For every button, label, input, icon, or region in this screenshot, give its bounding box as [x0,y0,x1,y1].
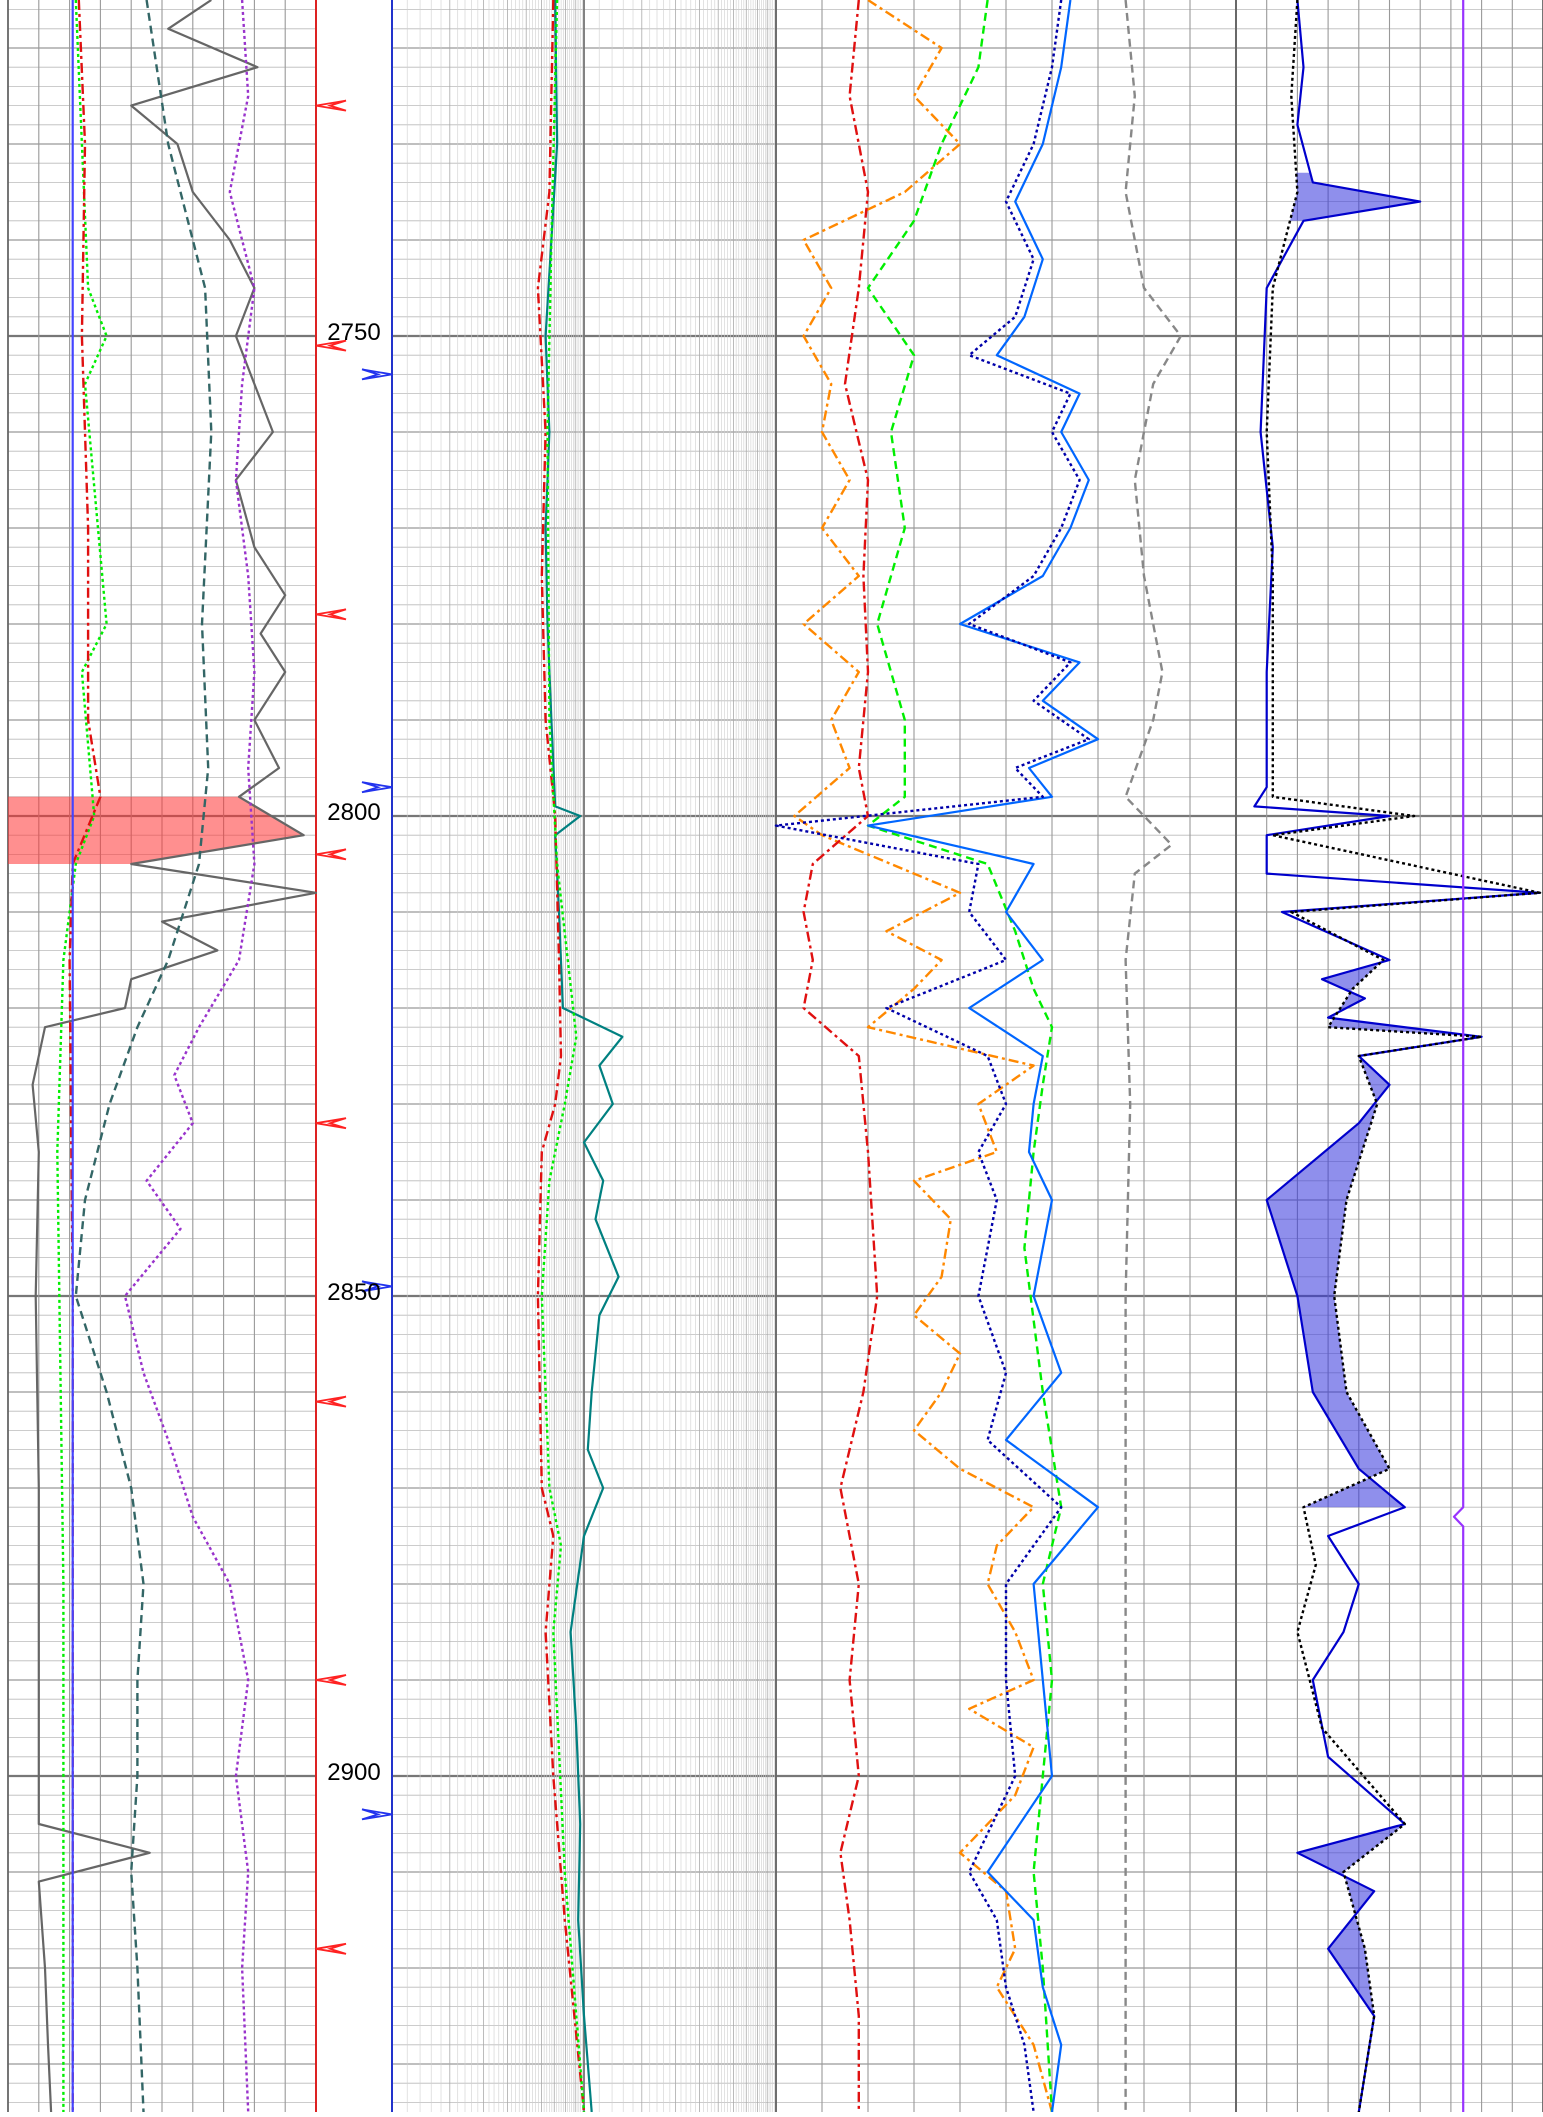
track-3-curve-1 [793,0,1054,2113]
track-3-curve-4 [866,0,1100,2113]
track-1-depth-marker [315,608,347,621]
track-4-curve-1 [1253,0,1542,2113]
track-1-curve-1 [31,0,318,2113]
track-3-curve-6 [1124,0,1183,2112]
track-1-depth-marker [315,1942,347,1955]
track-1-depth-marker [315,1674,347,1686]
track-2-depth-marker [361,1280,393,1293]
track-2-curve-1 [544,0,624,2113]
crossover-fill-red [8,796,304,864]
track-1-depth-marker [315,1117,347,1130]
curve-layer [8,0,1542,2113]
depth-label: 2800 [327,799,380,826]
crossover-fill-blue-lower [1297,1824,1405,2112]
track-1-curve-4 [56,0,108,2112]
track-1-curve-2 [74,0,213,2113]
depth-label: 2850 [327,1279,380,1306]
track-1-depth-marker [315,99,347,112]
track-4-curve-3 [1452,0,1465,2112]
track-1-depth-marker [315,848,347,861]
track-4-curve-2 [1265,0,1542,2113]
track-2-depth-marker [361,781,393,794]
track-3-curve-2 [802,0,879,2112]
grid-layer [7,0,1543,2112]
track-2-depth-marker [361,1808,393,1821]
track-2-curve-3 [540,0,586,2113]
track-2-curve-2 [536,0,586,2113]
crossover-fill-blue-upper [1290,172,1421,221]
track-1-depth-marker [315,1395,347,1408]
crossover-fill-blue [1266,960,1482,1508]
track-2-depth-marker [361,368,393,381]
track-1-depth-marker [315,339,347,352]
depth-label: 2750 [327,319,380,346]
depth-label: 2900 [327,1759,380,1786]
track-1-curve-5 [68,0,102,2112]
depth-label-layer: 2750 2800 2850 2900 [327,319,380,1786]
marker-layer [315,99,393,1955]
track-3-curve-3 [866,0,1063,2113]
track-3-curve-5 [774,0,1091,2113]
